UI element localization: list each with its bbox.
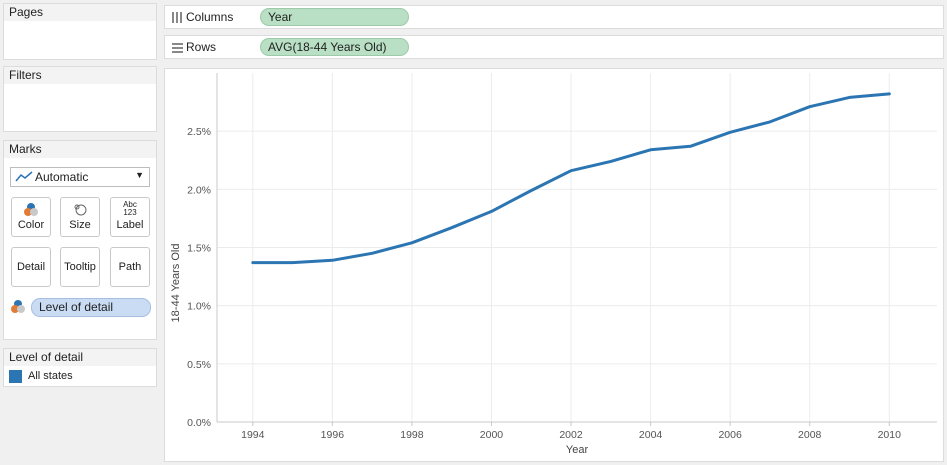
level-of-detail-pill[interactable]: Level of detail	[31, 298, 151, 317]
mark-type-label: Automatic	[35, 170, 89, 184]
pages-card[interactable]: Pages	[3, 3, 157, 60]
color-icon	[12, 202, 50, 218]
marks-card: Marks Automatic ▼ Color Size Abc 123 Lab…	[3, 140, 157, 340]
detail-button-label: Detail	[16, 261, 46, 273]
detail-button[interactable]: Detail	[11, 247, 51, 287]
columns-label: Columns	[186, 10, 234, 24]
avg-18-44-pill[interactable]: AVG(18-44 Years Old)	[260, 38, 409, 56]
x-tick-label: 1998	[400, 429, 424, 441]
tooltip-button-label: Tooltip	[64, 261, 96, 273]
tooltip-button[interactable]: Tooltip	[60, 247, 100, 287]
color-button[interactable]: Color	[11, 197, 51, 237]
marks-title: Marks	[4, 141, 156, 158]
y-tick-label: 2.0%	[187, 184, 211, 196]
legend-title: Level of detail	[4, 349, 156, 366]
y-tick-label: 1.0%	[187, 301, 211, 313]
series-line	[251, 92, 891, 265]
x-tick-label: 2006	[718, 429, 742, 441]
chevron-down-icon: ▼	[135, 170, 144, 180]
legend-card: Level of detail All states	[3, 348, 157, 387]
color-button-label: Color	[17, 219, 45, 231]
x-tick-label: 2008	[798, 429, 822, 441]
size-icon	[61, 202, 99, 218]
label-button[interactable]: Abc 123 Label	[110, 197, 150, 237]
line-chart[interactable]: 0.0% 0.5% 1.0% 1.5% 2.0% 2.5% 1994 1996 1998 2000…	[165, 69, 943, 461]
line-chart-icon	[15, 171, 33, 186]
x-tick-label: 2004	[639, 429, 663, 441]
pages-title: Pages	[4, 4, 156, 21]
legend-item-label: All states	[28, 370, 73, 382]
year-pill[interactable]: Year	[260, 8, 409, 26]
x-tick-label: 2010	[878, 429, 902, 441]
size-button[interactable]: Size	[60, 197, 100, 237]
path-button-label: Path	[118, 261, 142, 273]
label-button-label: Label	[116, 219, 144, 231]
path-button[interactable]: Path	[110, 247, 150, 287]
legend-swatch	[9, 370, 22, 383]
columns-icon	[172, 12, 182, 26]
y-tick-label: 0.0%	[187, 417, 211, 429]
x-tick-label: 1996	[321, 429, 345, 441]
y-tick-label: 0.5%	[187, 359, 211, 371]
detail-field-icon	[10, 299, 26, 318]
x-tick-label: 1994	[241, 429, 265, 441]
filters-title: Filters	[4, 67, 156, 84]
x-axis-title: Year	[566, 444, 589, 456]
y-tick-label: 1.5%	[187, 243, 211, 255]
y-axis-title: 18-44 Years Old	[170, 244, 182, 323]
y-tick-label: 2.5%	[187, 126, 211, 138]
columns-shelf[interactable]: Columns Year	[164, 5, 944, 29]
x-tick-label: 2002	[559, 429, 583, 441]
label-icon: Abc 123	[123, 200, 137, 217]
rows-shelf[interactable]: Rows AVG(18-44 Years Old)	[164, 35, 944, 59]
chart-area: 0.0% 0.5% 1.0% 1.5% 2.0% 2.5% 1994 1996 1998 2000…	[164, 68, 944, 462]
rows-label: Rows	[186, 40, 217, 54]
rows-icon	[172, 42, 183, 56]
size-button-label: Size	[69, 219, 91, 231]
filters-card[interactable]: Filters	[3, 66, 157, 132]
x-tick-label: 2000	[480, 429, 504, 441]
mark-type-dropdown[interactable]: Automatic ▼	[10, 167, 150, 187]
